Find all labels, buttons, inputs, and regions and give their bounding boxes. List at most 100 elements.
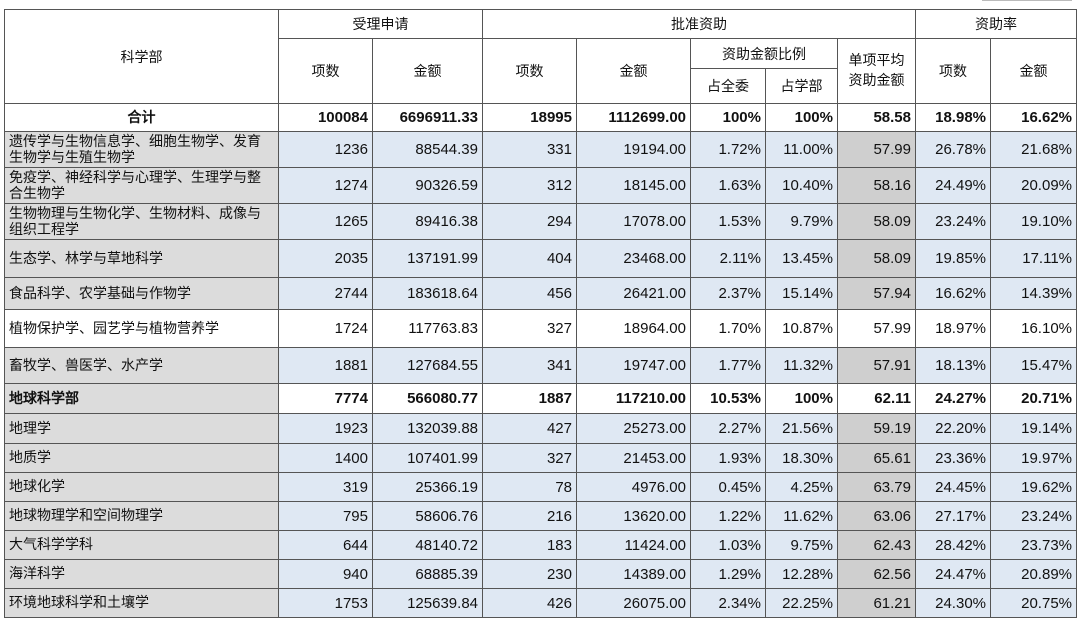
- cell-rate-amount: 23.73%: [990, 530, 1077, 560]
- cell-app-items: 341: [482, 347, 577, 384]
- cell-share-all: 2.27%: [690, 413, 766, 444]
- cell-acc-amount: 137191.99: [372, 239, 483, 278]
- cell-acc-amount: 132039.88: [372, 413, 483, 444]
- table-row: 食品科学、农学基础与作物学 2744 183618.64 456 26421.00 2.3…: [4, 277, 1077, 310]
- cell-acc-items: 1881: [278, 347, 373, 384]
- cell-avg: 57.99: [837, 131, 916, 168]
- cell-rate-items: 22.20%: [915, 413, 991, 444]
- cell-avg: 58.16: [837, 167, 916, 204]
- cell-rate-amount: 16.62%: [990, 103, 1077, 132]
- cell-rate-items: 18.98%: [915, 103, 991, 132]
- header-accepted: 受理申请: [278, 9, 483, 39]
- cell-app-items: 404: [482, 239, 577, 278]
- table-row: 地球化学 319 25366.19 78 4976.00 0.45% 4.25% 63.79 2…: [4, 472, 1077, 502]
- cell-share-all: 2.34%: [690, 588, 766, 618]
- cell-acc-items: 1724: [278, 309, 373, 348]
- cell-app-items: 230: [482, 559, 577, 589]
- cell-rate-items: 18.13%: [915, 347, 991, 384]
- cell-acc-items: 7774: [278, 383, 373, 414]
- row-name: 生态学、林学与草地科学: [4, 239, 279, 278]
- cell-app-amount: 11424.00: [576, 530, 691, 560]
- row-name: 海洋科学: [4, 559, 279, 589]
- cell-app-items: 294: [482, 203, 577, 240]
- cell-acc-items: 1274: [278, 167, 373, 204]
- table-row: 遗传学与生物信息学、细胞生物学、发育生物学与生殖生物学 1236 88544.39 3…: [4, 131, 1077, 168]
- cell-acc-amount: 107401.99: [372, 443, 483, 473]
- cell-avg: 63.79: [837, 472, 916, 502]
- cell-app-amount: 18145.00: [576, 167, 691, 204]
- cell-share-all: 1.22%: [690, 501, 766, 531]
- cell-avg: 62.43: [837, 530, 916, 560]
- cell-rate-items: 28.42%: [915, 530, 991, 560]
- cell-rate-amount: 19.62%: [990, 472, 1077, 502]
- header-ratio: 资助金额比例: [690, 38, 838, 69]
- table-row: 环境地球科学和土壤学 1753 125639.84 426 26075.00 2.34% 2…: [4, 588, 1077, 618]
- cell-app-amount: 18964.00: [576, 309, 691, 348]
- cell-share-dept: 9.75%: [765, 530, 838, 560]
- cell-app-items: 216: [482, 501, 577, 531]
- cell-app-items: 427: [482, 413, 577, 444]
- cell-acc-items: 1400: [278, 443, 373, 473]
- cell-rate-amount: 20.75%: [990, 588, 1077, 618]
- cell-acc-items: 2744: [278, 277, 373, 310]
- cell-share-dept: 100%: [765, 383, 838, 414]
- cell-avg: 57.91: [837, 347, 916, 384]
- cell-avg: 61.21: [837, 588, 916, 618]
- header-acc-items: 项数: [278, 38, 373, 104]
- cell-avg: 57.94: [837, 277, 916, 310]
- cell-app-amount: 26075.00: [576, 588, 691, 618]
- cell-acc-amount: 6696911.33: [372, 103, 483, 132]
- table-row: 生物物理与生物化学、生物材料、成像与组织工程学 1265 89416.38 294 17…: [4, 203, 1077, 240]
- cell-share-all: 1.63%: [690, 167, 766, 204]
- cell-rate-amount: 19.14%: [990, 413, 1077, 444]
- cell-acc-items: 100084: [278, 103, 373, 132]
- cell-rate-items: 23.36%: [915, 443, 991, 473]
- cell-rate-items: 26.78%: [915, 131, 991, 168]
- cell-acc-items: 1753: [278, 588, 373, 618]
- cell-acc-items: 795: [278, 501, 373, 531]
- cell-app-items: 312: [482, 167, 577, 204]
- cell-share-dept: 18.30%: [765, 443, 838, 473]
- cell-rate-items: 23.24%: [915, 203, 991, 240]
- cell-share-all: 10.53%: [690, 383, 766, 414]
- header-rate: 资助率: [915, 9, 1077, 39]
- cell-avg: 62.11: [837, 383, 916, 414]
- header-share-dept: 占学部: [765, 68, 838, 104]
- cell-share-all: 1.77%: [690, 347, 766, 384]
- cell-rate-amount: 17.11%: [990, 239, 1077, 278]
- cell-share-all: 2.11%: [690, 239, 766, 278]
- table-row: 海洋科学 940 68885.39 230 14389.00 1.29% 12.28% 62.…: [4, 559, 1077, 589]
- cell-rate-amount: 19.97%: [990, 443, 1077, 473]
- cell-app-amount: 13620.00: [576, 501, 691, 531]
- header-acc-amount: 金额: [372, 38, 483, 104]
- header-approved: 批准资助: [482, 9, 916, 39]
- cell-acc-items: 1236: [278, 131, 373, 168]
- cell-share-dept: 13.45%: [765, 239, 838, 278]
- cell-rate-items: 18.97%: [915, 309, 991, 348]
- cell-app-items: 183: [482, 530, 577, 560]
- cell-app-amount: 25273.00: [576, 413, 691, 444]
- cell-share-all: 1.29%: [690, 559, 766, 589]
- header-dept: 科学部: [4, 9, 279, 104]
- cell-rate-amount: 23.24%: [990, 501, 1077, 531]
- cell-acc-amount: 25366.19: [372, 472, 483, 502]
- cell-share-dept: 4.25%: [765, 472, 838, 502]
- cell-app-amount: 21453.00: [576, 443, 691, 473]
- table-row: 地质学 1400 107401.99 327 21453.00 1.93% 18.30% 65…: [4, 443, 1077, 473]
- cell-app-items: 1887: [482, 383, 577, 414]
- row-name: 大气科学学科: [4, 530, 279, 560]
- cell-rate-amount: 16.10%: [990, 309, 1077, 348]
- cell-app-items: 426: [482, 588, 577, 618]
- cell-acc-amount: 183618.64: [372, 277, 483, 310]
- cell-acc-amount: 117763.83: [372, 309, 483, 348]
- table-row: 植物保护学、园艺学与植物营养学 1724 117763.83 327 18964.00 1…: [4, 309, 1077, 348]
- cell-app-amount: 4976.00: [576, 472, 691, 502]
- table-row: 畜牧学、兽医学、水产学 1881 127684.55 341 19747.00 1.77%…: [4, 347, 1077, 384]
- row-name: 生物物理与生物化学、生物材料、成像与组织工程学: [4, 203, 279, 240]
- cropped-top-edge: [982, 0, 1072, 4]
- cell-app-items: 331: [482, 131, 577, 168]
- cell-share-all: 1.03%: [690, 530, 766, 560]
- cell-app-amount: 19194.00: [576, 131, 691, 168]
- cell-acc-items: 1265: [278, 203, 373, 240]
- cell-avg: 58.58: [837, 103, 916, 132]
